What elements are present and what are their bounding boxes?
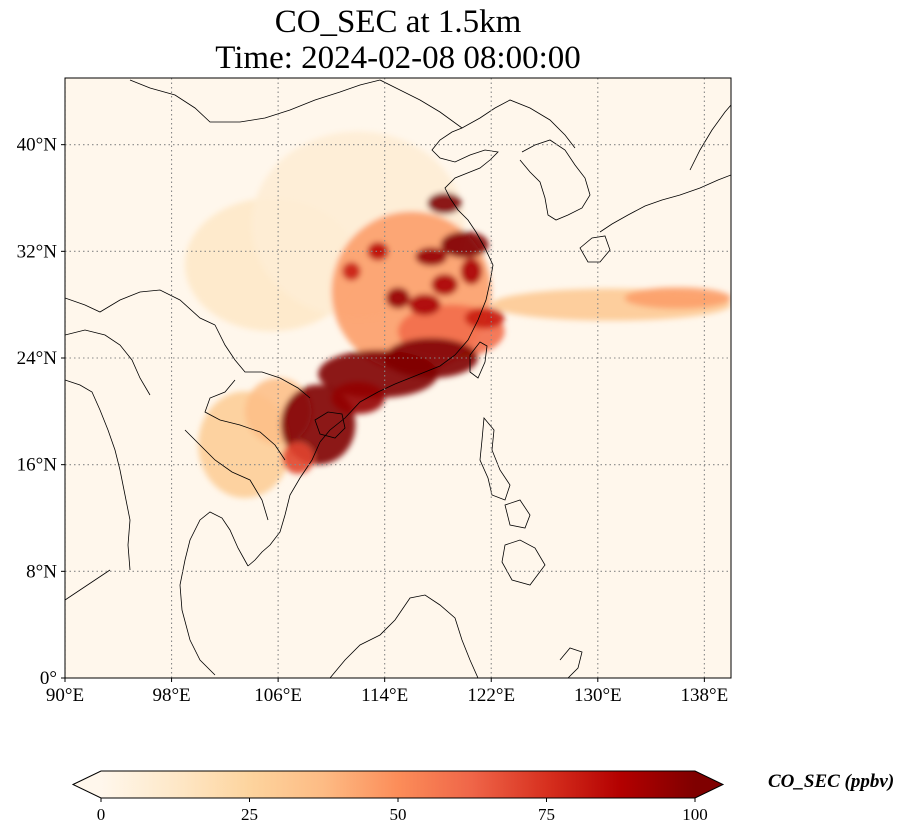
x-tick-label: 138°E — [681, 685, 729, 706]
coastline-hainan — [314, 411, 346, 439]
y-tick-label: 0° — [40, 668, 57, 689]
coastlines — [65, 79, 731, 678]
plume-22 — [282, 442, 315, 474]
plume-14 — [415, 247, 448, 266]
coastline-honshu-north — [689, 104, 731, 171]
y-tick-label: 16°N — [17, 455, 58, 476]
y-tick-label: 8°N — [26, 561, 57, 582]
coastline-visayas — [504, 499, 531, 529]
title-variable: CO_SEC at 1.5km — [274, 4, 522, 40]
x-tick-label: 130°E — [574, 685, 622, 706]
colorbar: 0 25 50 75 100 CO_SEC (ppbv) — [71, 770, 894, 824]
colorbar-ticks: 0 25 50 75 100 — [97, 798, 708, 824]
colorbar-tick-label: 75 — [538, 805, 555, 824]
coastline-sumatra — [65, 569, 111, 601]
plume-16 — [408, 294, 441, 316]
coastline-china-east — [319, 127, 499, 443]
coastline-korea — [519, 139, 591, 221]
y-tick-label: 24°N — [17, 348, 58, 369]
y-tick-label: 40°N — [17, 135, 58, 156]
colorbar-title: CO_SEC (ppbv) — [768, 771, 894, 792]
y-axis-ticks: 0° 8°N 16°N 24°N 32°N 40°N — [17, 135, 65, 689]
x-tick-label: 90°E — [46, 685, 84, 706]
plume-17 — [431, 274, 458, 296]
map-frame — [64, 77, 732, 679]
coastline-taiwan — [469, 341, 488, 379]
x-axis-ticks: 90°E 98°E 106°E 114°E 122°E 130°E 138°E — [46, 678, 728, 706]
x-tick-label: 106°E — [254, 685, 302, 706]
x-tick-label: 114°E — [361, 685, 408, 706]
border-mongolia — [129, 79, 381, 123]
border-russia — [379, 79, 576, 149]
coastline-borneo — [329, 594, 479, 678]
colorbar-tick-label: 100 — [682, 805, 708, 824]
colorbar-gradient — [71, 770, 725, 799]
colorbar-tick-label: 25 — [241, 805, 258, 824]
concentration-field — [184, 131, 731, 498]
plume-11 — [331, 382, 385, 414]
title-time: Time: 2024-02-08 08:00:00 — [215, 40, 581, 76]
coastline-burma — [65, 379, 131, 571]
coastline-luzon — [479, 417, 511, 501]
y-tick-label: 32°N — [17, 241, 58, 262]
coastline-vietnam — [247, 441, 321, 567]
plume-12 — [427, 192, 462, 214]
border-himalaya — [65, 289, 216, 326]
plume-15 — [386, 287, 410, 309]
colorbar-tick-label: 50 — [390, 805, 407, 824]
plume-7 — [624, 287, 731, 309]
border-thailand — [184, 429, 269, 521]
plume-20 — [460, 258, 482, 285]
plot-title: CO_SEC at 1.5km Time: 2024-02-08 08:00:0… — [65, 4, 731, 76]
x-tick-label: 122°E — [467, 685, 515, 706]
coastline-japan — [599, 174, 731, 233]
coastline-gulf-thailand — [179, 511, 249, 676]
plume-19 — [342, 262, 361, 281]
colorbar-tick-label: 0 — [97, 805, 106, 824]
map-area — [65, 78, 731, 678]
border-laos — [204, 379, 286, 461]
coastline-mindanao — [501, 539, 546, 586]
plume-21 — [464, 307, 505, 329]
plume-18 — [367, 242, 389, 261]
gridlines — [65, 78, 731, 678]
border-yunnan — [214, 324, 311, 399]
coastline-kyushu — [579, 235, 611, 263]
coastline-sulawesi — [559, 647, 583, 678]
plume-10 — [384, 338, 478, 378]
plume-13 — [440, 231, 489, 258]
x-tick-label: 98°E — [152, 685, 190, 706]
border-india — [65, 329, 151, 396]
